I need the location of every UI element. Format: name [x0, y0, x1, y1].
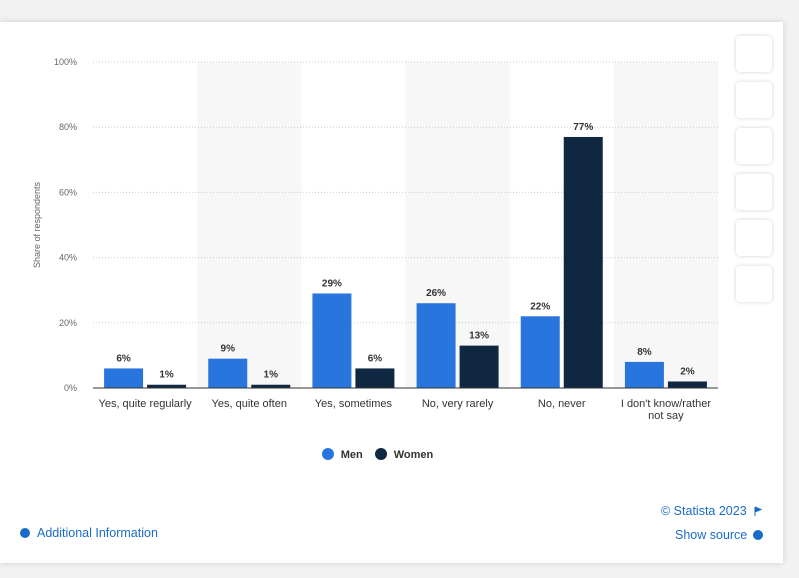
y-tick-label: 100%	[54, 57, 77, 67]
bar	[251, 384, 291, 388]
value-label: 1%	[159, 370, 174, 381]
plot: 0% 20% 40% 60% 80% 100% 6% 1% 9% 1% 29% 6% 26% 13% 22%…	[54, 57, 718, 393]
show-source[interactable]: Show source	[675, 528, 748, 542]
legend-swatch	[321, 448, 334, 460]
bar	[355, 368, 395, 388]
value-label: 9%	[221, 344, 236, 355]
x-tick-label: No, very rarely	[421, 398, 494, 410]
y-tick-label: 60%	[59, 187, 77, 197]
legend-item[interactable]: Men	[321, 448, 363, 461]
additional-info[interactable]: Additional Information	[37, 526, 158, 540]
x-tick-label: No, never	[537, 398, 586, 410]
value-label: 29%	[322, 278, 342, 289]
value-label: 6%	[116, 353, 131, 364]
value-label: 77%	[573, 122, 593, 133]
settings-button[interactable]	[736, 128, 772, 164]
y-tick-label: 40%	[59, 253, 77, 263]
legend-label: Women	[393, 449, 434, 461]
bar	[459, 345, 499, 388]
share-button[interactable]	[736, 174, 772, 210]
y-tick-label: 80%	[59, 122, 77, 132]
x-tick-label: Yes, sometimes	[314, 398, 393, 410]
legend-swatch	[374, 448, 387, 460]
value-label: 26%	[426, 288, 446, 299]
bar	[312, 293, 352, 388]
notify-button[interactable]	[736, 82, 772, 118]
value-label: 1%	[264, 370, 279, 381]
flag-icon	[754, 506, 763, 516]
x-tick-label: Yes, quite regularly	[98, 398, 192, 410]
bar	[416, 303, 456, 388]
x-tick-label: Yes, quite often	[211, 398, 287, 410]
x-tick-label: I don't know/rather not say	[620, 398, 711, 422]
y-tick-label: 20%	[59, 318, 77, 328]
value-label: 6%	[368, 353, 383, 364]
value-label: 2%	[680, 366, 695, 377]
bar	[563, 136, 603, 388]
legend-label: Men	[340, 449, 363, 461]
cite-button[interactable]	[736, 220, 772, 256]
bar	[520, 316, 560, 388]
legend-item[interactable]: Women	[374, 448, 434, 461]
copyright[interactable]: © Statista 2023	[661, 504, 747, 518]
y-axis-label: Share of respondents	[32, 181, 42, 268]
info-icon	[20, 528, 763, 540]
favorite-button[interactable]	[736, 36, 772, 72]
legend: Men Women	[0, 448, 755, 461]
bar	[104, 368, 144, 388]
band-shade	[613, 62, 718, 388]
value-label: 22%	[530, 301, 550, 312]
y-tick-label: 0%	[64, 383, 77, 393]
value-label: 8%	[637, 347, 652, 358]
bar	[147, 384, 187, 388]
print-button[interactable]	[736, 266, 772, 302]
bar	[208, 358, 248, 388]
bar	[624, 361, 664, 388]
band-shade	[197, 62, 302, 388]
bar	[667, 381, 707, 388]
value-label: 13%	[469, 331, 489, 342]
